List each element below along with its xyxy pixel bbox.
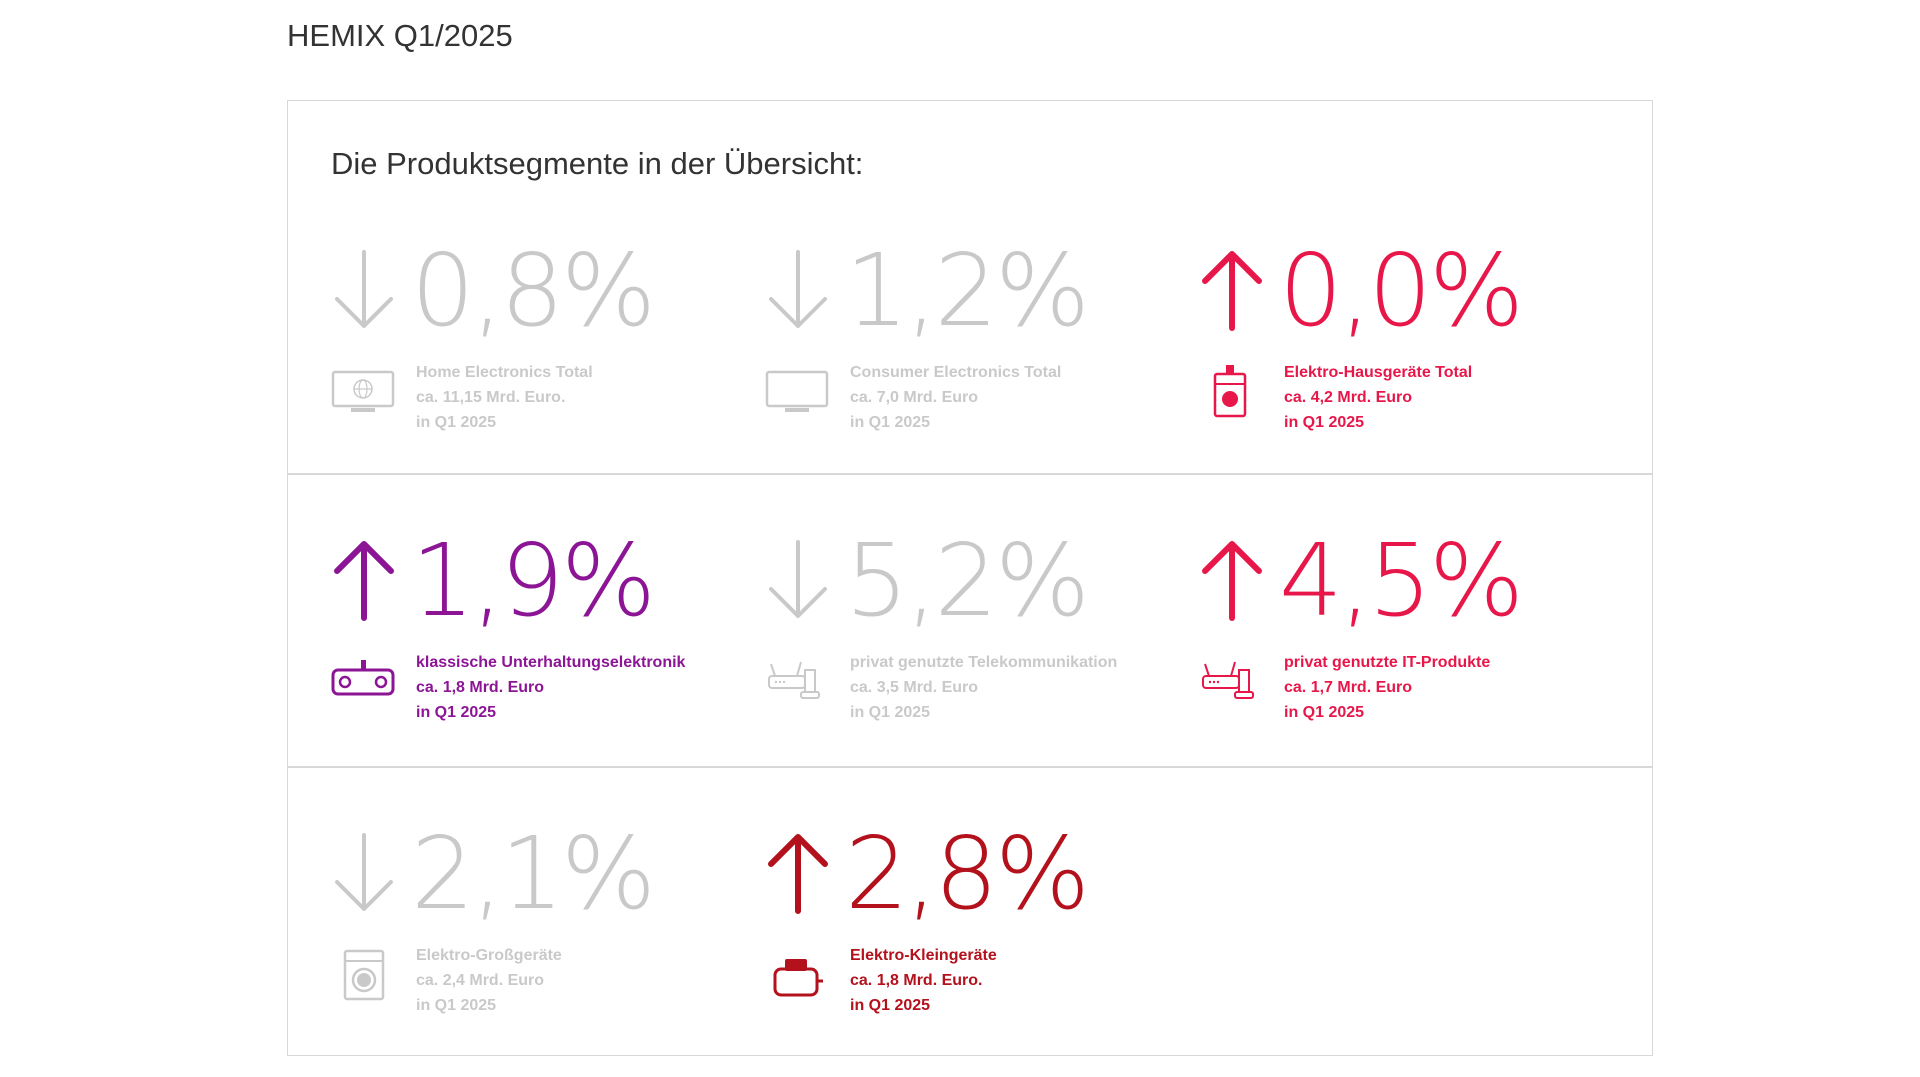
segment-card: 0,8% Home Electronics Total ca. 11,15 Mr… — [331, 236, 761, 466]
row-divider — [288, 766, 1652, 768]
segment-label: privat genutzte Telekommunikation ca. 3,… — [850, 650, 1117, 725]
arrow-down-icon — [769, 540, 827, 618]
segment-card: 4,5% privat genutzte IT-Produkte ca. 1,7… — [1199, 526, 1629, 756]
segment-amount: ca. 1,7 Mrd. Euro — [1284, 679, 1413, 696]
tv-globe-icon — [331, 370, 395, 412]
segment-amount: ca. 1,8 Mrd. Euro — [416, 679, 545, 696]
segment-label: Home Electronics Total ca. 11,15 Mrd. Eu… — [416, 360, 593, 435]
segment-card: 0,0% Elektro-Hausgeräte Total ca. 4,2 Mr… — [1199, 236, 1629, 466]
segment-name: Elektro-Großgeräte — [416, 947, 562, 964]
segment-amount: ca. 1,8 Mrd. Euro. — [850, 972, 983, 989]
segment-period: in Q1 2025 — [1284, 414, 1365, 431]
page-title: HEMIX Q1/2025 — [287, 18, 513, 53]
appliance-icon — [1213, 365, 1247, 418]
segment-period: in Q1 2025 — [1284, 704, 1365, 721]
arrow-down-icon — [335, 250, 393, 328]
router-phone-icon — [1202, 661, 1254, 699]
change-value: 2,8% — [765, 819, 1090, 929]
segment-period: in Q1 2025 — [416, 414, 497, 431]
segment-period: in Q1 2025 — [850, 414, 931, 431]
arrow-up-icon — [1202, 251, 1262, 331]
router-phone-icon — [768, 661, 820, 699]
segment-label: privat genutzte IT-Produkte ca. 1,7 Mrd.… — [1284, 650, 1490, 725]
tv-icon — [765, 370, 829, 412]
segment-period: in Q1 2025 — [850, 997, 931, 1014]
segment-amount: ca. 7,0 Mrd. Euro — [850, 389, 979, 406]
segment-amount: ca. 11,15 Mrd. Euro. — [416, 389, 566, 406]
segment-label: klassische Unterhaltungselektronik ca. 1… — [416, 650, 685, 725]
segment-name: privat genutzte IT-Produkte — [1284, 654, 1491, 671]
segment-label: Consumer Electronics Total ca. 7,0 Mrd. … — [850, 360, 1061, 435]
segment-label: Elektro-Hausgeräte Total ca. 4,2 Mrd. Eu… — [1284, 360, 1472, 435]
segment-card: 1,2% Consumer Electronics Total ca. 7,0 … — [765, 236, 1195, 466]
segment-period: in Q1 2025 — [850, 704, 931, 721]
change-value: 1,9% — [331, 526, 656, 636]
arrow-up-icon — [768, 834, 828, 914]
arrow-up-icon — [1202, 541, 1262, 621]
segment-card: 2,8% Elektro-Kleingeräte ca. 1,8 Mrd. Eu… — [765, 819, 1195, 1049]
segment-card: 2,1% Elektro-Großgeräte ca. 2,4 Mrd. Eur… — [331, 819, 761, 1049]
change-value: 0,8% — [331, 236, 656, 346]
segment-card: 5,2% privat genutzte Telekommunikation c… — [765, 526, 1195, 756]
arrow-down-icon — [335, 833, 393, 911]
arrow-up-icon — [334, 541, 394, 621]
change-value: 2,1% — [331, 819, 656, 929]
segment-amount: ca. 4,2 Mrd. Euro — [1284, 389, 1413, 406]
change-value: 1,2% — [765, 236, 1090, 346]
washing-machine-icon — [343, 949, 385, 1001]
segment-name: klassische Unterhaltungselektronik — [416, 654, 686, 671]
segment-label: Elektro-Großgeräte ca. 2,4 Mrd. Euro in … — [416, 943, 562, 1018]
segment-card: 1,9% klassische Unterhaltungselektronik … — [331, 526, 761, 756]
segment-period: in Q1 2025 — [416, 997, 497, 1014]
segment-period: in Q1 2025 — [416, 704, 497, 721]
segment-amount: ca. 2,4 Mrd. Euro — [416, 972, 545, 989]
segment-amount: ca. 3,5 Mrd. Euro — [850, 679, 979, 696]
change-value: 0,0% — [1199, 236, 1524, 346]
toaster-icon — [773, 959, 823, 997]
change-value: 5,2% — [765, 526, 1090, 636]
segment-name: Elektro-Kleingeräte — [850, 947, 997, 964]
segment-name: privat genutzte Telekommunikation — [850, 654, 1118, 671]
arrow-down-icon — [769, 250, 827, 328]
segments-panel: Die Produktsegmente in der Übersicht: 0,… — [287, 100, 1653, 1056]
segment-name: Home Electronics Total — [416, 364, 593, 381]
segment-name: Elektro-Hausgeräte Total — [1284, 364, 1473, 381]
radio-icon — [331, 660, 395, 696]
segment-label: Elektro-Kleingeräte ca. 1,8 Mrd. Euro. i… — [850, 943, 997, 1018]
change-value: 4,5% — [1199, 526, 1524, 636]
segment-name: Consumer Electronics Total — [850, 364, 1062, 381]
row-divider — [288, 473, 1652, 475]
panel-subtitle: Die Produktsegmente in der Übersicht: — [331, 146, 864, 181]
